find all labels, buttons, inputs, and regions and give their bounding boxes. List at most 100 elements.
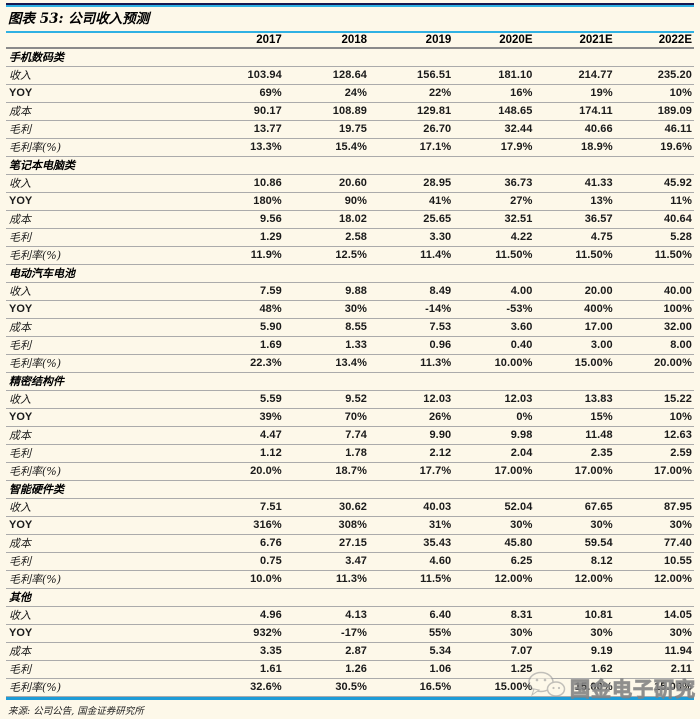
row-label: 毛利率(%) <box>6 570 202 589</box>
cell-value: 46.11 <box>614 120 694 139</box>
cell-value: 4.47 <box>201 426 284 445</box>
cell-value: 16.5% <box>369 678 454 697</box>
row-label: YOY <box>6 300 202 319</box>
cell-value: 77.40 <box>614 534 694 553</box>
table-row: YOY 39% 70% 26% 0% 15% 10% <box>6 408 694 427</box>
row-label: 成本 <box>6 534 202 553</box>
cell-value: 11.48 <box>534 426 615 445</box>
cell-value: 40.66 <box>534 120 615 139</box>
cell-value: 10.0% <box>201 570 284 589</box>
revenue-forecast-table: 2017 2018 2019 2020E 2021E 2022E 手机数码类 收入… <box>6 33 694 697</box>
row-label: 毛利率(%) <box>6 138 202 157</box>
cell-value: 1.25 <box>453 660 535 679</box>
row-label: 收入 <box>6 498 202 517</box>
cell-value: 22.3% <box>201 354 284 373</box>
table-row: 收入 5.59 9.52 12.03 12.03 13.83 15.22 <box>6 390 694 409</box>
section-title: 电动汽车电池 <box>6 264 694 283</box>
cell-value: 55% <box>369 624 454 643</box>
cell-value: 12.03 <box>453 390 535 409</box>
cell-value: 32.51 <box>453 210 535 229</box>
cell-value: 11.50% <box>534 246 615 265</box>
cell-value: 36.57 <box>534 210 615 229</box>
cell-value: 1.61 <box>201 660 284 679</box>
cell-value: 90.17 <box>201 102 284 121</box>
cell-value: 1.62 <box>534 660 615 679</box>
cell-value: 2.35 <box>534 444 615 463</box>
cell-value: 30% <box>614 516 694 535</box>
cell-value: 11% <box>614 192 694 211</box>
cell-value: 4.96 <box>201 606 284 625</box>
cell-value: 9.88 <box>283 282 370 301</box>
cell-value: 59.54 <box>534 534 615 553</box>
cell-value: 308% <box>283 516 370 535</box>
cell-value: 69% <box>201 84 284 103</box>
cell-value: 11.4% <box>369 246 454 265</box>
cell-value: 24% <box>283 84 370 103</box>
table-row: 成本 90.17 108.89 129.81 148.65 174.11 189.09 <box>6 102 694 121</box>
bottom-rule <box>6 697 694 700</box>
row-label: 收入 <box>6 66 202 85</box>
cell-value: 15% <box>534 408 615 427</box>
table-row: 毛利率(%) 32.6% 30.5% 16.5% 15.00% 15.00% 15.00% <box>6 678 694 697</box>
cell-value: 9.56 <box>201 210 284 229</box>
cell-value: 52.04 <box>453 498 535 517</box>
cell-value: 26% <box>369 408 454 427</box>
cell-value: 1.33 <box>283 336 370 355</box>
cell-value: 32.00 <box>614 318 694 337</box>
cell-value: 41.33 <box>534 174 615 193</box>
table-row: 毛利率(%) 13.3% 15.4% 17.1% 17.9% 18.9% 19.6% <box>6 138 694 157</box>
cell-value: 2.87 <box>283 642 370 661</box>
table-row: YOY 48% 30% -14% -53% 400% 100% <box>6 300 694 319</box>
cell-value: 30% <box>283 300 370 319</box>
cell-value: 10% <box>614 84 694 103</box>
table-row: 毛利 1.61 1.26 1.06 1.25 1.62 2.11 <box>6 660 694 679</box>
cell-value: 0.75 <box>201 552 284 571</box>
cell-value: 70% <box>283 408 370 427</box>
cell-value: 15.00% <box>534 354 615 373</box>
table-row: 毛利 1.69 1.33 0.96 0.40 3.00 8.00 <box>6 336 694 355</box>
table-row: 收入 7.59 9.88 8.49 4.00 20.00 40.00 <box>6 282 694 301</box>
cell-value: 400% <box>534 300 615 319</box>
table-row: 成本 9.56 18.02 25.65 32.51 36.57 40.64 <box>6 210 694 229</box>
cell-value: 10.55 <box>614 552 694 571</box>
cell-value: 41% <box>369 192 454 211</box>
cell-value: 30% <box>453 624 535 643</box>
cell-value: 17.00% <box>534 462 615 481</box>
row-label: 收入 <box>6 174 202 193</box>
section-title: 手机数码类 <box>6 48 694 67</box>
cell-value: 2.58 <box>283 228 370 247</box>
cell-value: 20.00 <box>534 282 615 301</box>
cell-value: 36.73 <box>453 174 535 193</box>
row-label: YOY <box>6 84 202 103</box>
cell-value: 10% <box>614 408 694 427</box>
cell-value: 3.30 <box>369 228 454 247</box>
top-rule-dark <box>6 3 694 5</box>
cell-value: 5.28 <box>614 228 694 247</box>
cell-value: 316% <box>201 516 284 535</box>
source-note: 来源: 公司公告, 国金证券研究所 <box>8 706 144 717</box>
cell-value: 180% <box>201 192 284 211</box>
cell-value: 3.60 <box>453 318 535 337</box>
row-label: 收入 <box>6 390 202 409</box>
row-label: YOY <box>6 516 202 535</box>
table-body: 手机数码类 收入 103.94 128.64 156.51 181.10 214.77 235… <box>6 48 694 697</box>
cell-value: 26.70 <box>369 120 454 139</box>
cell-value: 11.9% <box>201 246 284 265</box>
cell-value: 12.03 <box>369 390 454 409</box>
cell-value: 11.50% <box>453 246 535 265</box>
cell-value: 18.02 <box>283 210 370 229</box>
cell-value: 13.4% <box>283 354 370 373</box>
table-row: 成本 6.76 27.15 35.43 45.80 59.54 77.40 <box>6 534 694 553</box>
cell-value: 9.98 <box>453 426 535 445</box>
cell-value: 39% <box>201 408 284 427</box>
row-label: 毛利 <box>6 552 202 571</box>
cell-value: 214.77 <box>534 66 615 85</box>
cell-value: 35.43 <box>369 534 454 553</box>
cell-value: -53% <box>453 300 535 319</box>
row-label: 成本 <box>6 426 202 445</box>
cell-value: 20.00% <box>614 354 694 373</box>
row-label: YOY <box>6 624 202 643</box>
cell-value: 13.83 <box>534 390 615 409</box>
corner-cell <box>6 33 202 49</box>
